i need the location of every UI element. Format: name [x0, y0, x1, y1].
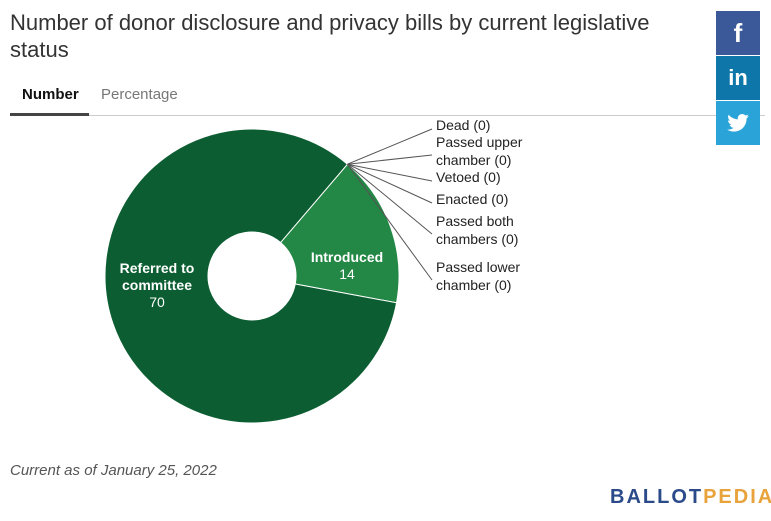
label-enacted: Enacted (0) — [436, 191, 508, 207]
active-tab-indicator — [10, 113, 89, 116]
label-vetoed-line: Vetoed (0) — [436, 169, 501, 185]
label-enacted-line: Enacted (0) — [436, 191, 508, 207]
leader-line-vetoed — [347, 163, 433, 182]
label-passed-upper-chamber: Passed upper chamber (0) — [436, 134, 523, 168]
label-vetoed: Vetoed (0) — [436, 169, 501, 185]
label-referred-to-committee-line: 70 — [149, 294, 165, 310]
tab-percentage[interactable]: Percentage — [101, 86, 178, 103]
label-passed-both-chambers-line: Passed both — [436, 213, 514, 229]
label-dead-line: Dead (0) — [436, 117, 490, 133]
facebook-icon: f — [733, 17, 743, 48]
tab-bar: Number Percentage — [10, 84, 765, 116]
twitter-share-button[interactable] — [716, 101, 760, 145]
logo-part-pedia: PEDIA — [703, 486, 771, 508]
label-referred-to-committee-line: Referred to — [120, 260, 195, 276]
tab-number[interactable]: Number — [22, 86, 79, 103]
label-dead: Dead (0) — [436, 117, 490, 133]
slice-introduced[interactable] — [279, 163, 400, 304]
label-passed-lower-chamber: Passed lower chamber (0) — [436, 259, 520, 293]
label-passed-lower-chamber-line: chamber (0) — [436, 277, 511, 293]
label-introduced-line: 14 — [339, 266, 355, 282]
footnote: Current as of January 25, 2022 — [10, 462, 217, 479]
linkedin-share-button[interactable]: in — [716, 56, 760, 100]
leader-line-enacted — [347, 163, 433, 204]
label-passed-both-chambers: Passed both chambers (0) — [436, 213, 518, 247]
label-introduced-line: Introduced — [311, 249, 383, 265]
linkedin-icon: in — [728, 65, 748, 90]
logo-part-ballot: BALLOT — [610, 486, 704, 508]
slice-referred-to-committee[interactable] — [104, 128, 398, 424]
leader-line-passed-both-chambers — [347, 163, 433, 235]
tab-bar-divider — [10, 115, 765, 116]
label-referred-to-committee: Referred to committee 70 — [120, 260, 195, 310]
chart-title: Number of donor disclosure and privacy b… — [10, 10, 650, 62]
label-passed-both-chambers-line: chambers (0) — [436, 231, 518, 247]
leader-line-passed-lower-chamber — [347, 163, 433, 281]
label-passed-upper-chamber-line: Passed upper — [436, 134, 523, 150]
facebook-share-button[interactable]: f — [716, 11, 760, 55]
label-passed-lower-chamber-line: Passed lower — [436, 259, 520, 275]
label-referred-to-committee-line: committee — [122, 277, 192, 293]
ballotpedia-logo[interactable]: BALLOTPEDIA — [610, 486, 771, 509]
label-passed-upper-chamber-line: chamber (0) — [436, 152, 511, 168]
leader-line-dead — [347, 128, 433, 165]
label-introduced: Introduced 14 — [311, 249, 383, 282]
leader-line-passed-upper-chamber — [347, 154, 433, 165]
twitter-icon — [727, 114, 749, 132]
